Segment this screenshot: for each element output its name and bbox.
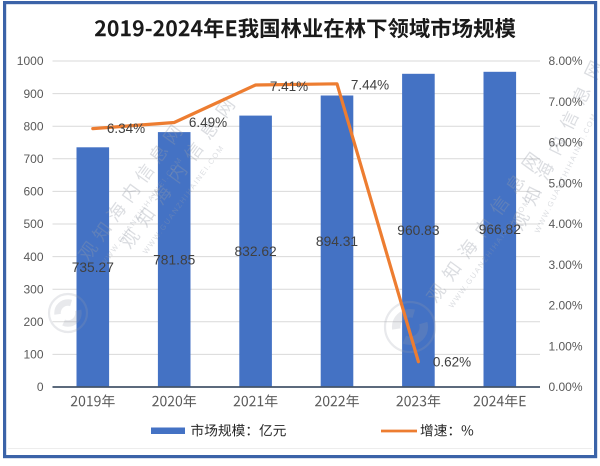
svg-text:894.31: 894.31 <box>316 234 358 249</box>
svg-text:1000: 1000 <box>17 54 44 68</box>
svg-text:2.00%: 2.00% <box>549 299 583 313</box>
svg-text:800: 800 <box>23 119 43 133</box>
svg-text:0: 0 <box>37 380 44 394</box>
svg-text:8.00%: 8.00% <box>549 54 583 68</box>
svg-text:7.44%: 7.44% <box>351 78 389 93</box>
svg-text:500: 500 <box>23 217 43 231</box>
svg-text:6.34%: 6.34% <box>107 121 145 136</box>
svg-text:6.49%: 6.49% <box>189 115 227 130</box>
svg-text:960.83: 960.83 <box>397 223 440 238</box>
svg-text:0.62%: 0.62% <box>433 354 471 369</box>
svg-text:735.27: 735.27 <box>72 260 114 275</box>
svg-text:3.00%: 3.00% <box>549 258 583 272</box>
svg-text:700: 700 <box>23 152 43 166</box>
svg-text:4.00%: 4.00% <box>549 217 583 231</box>
svg-text:300: 300 <box>23 282 43 296</box>
svg-text:1.00%: 1.00% <box>549 339 583 353</box>
svg-text:7.00%: 7.00% <box>549 95 583 109</box>
svg-text:600: 600 <box>23 185 43 199</box>
svg-text:7.41%: 7.41% <box>270 79 308 94</box>
svg-text:966.82: 966.82 <box>479 222 521 237</box>
svg-text:200: 200 <box>23 315 43 329</box>
svg-text:781.85: 781.85 <box>153 252 196 267</box>
svg-text:6.00%: 6.00% <box>549 136 583 150</box>
svg-text:0.00%: 0.00% <box>549 380 583 394</box>
svg-text:900: 900 <box>23 87 43 101</box>
svg-text:832.62: 832.62 <box>234 244 276 259</box>
svg-text:400: 400 <box>23 250 43 264</box>
svg-text:5.00%: 5.00% <box>549 176 583 190</box>
svg-text:100: 100 <box>23 348 43 362</box>
